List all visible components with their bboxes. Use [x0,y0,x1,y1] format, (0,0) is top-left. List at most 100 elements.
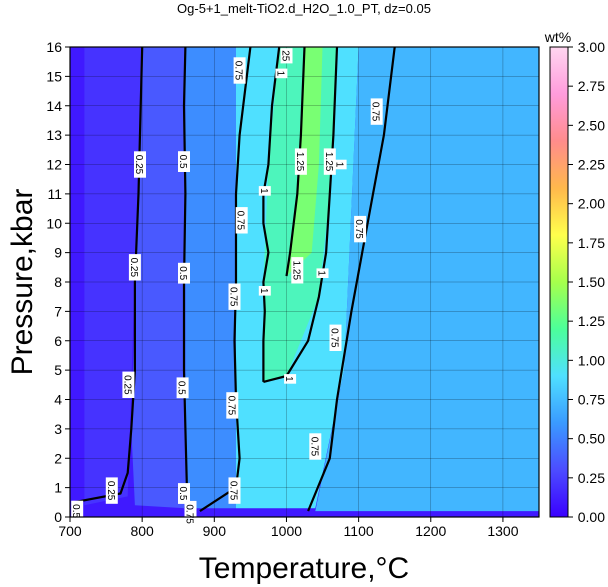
y-tick-label: 15 [46,68,62,84]
contour-label-text: 1 [258,188,269,194]
x-tick-label: 1000 [271,523,302,539]
contour-label-text: 0.75 [184,504,195,524]
contour-labels: 0.25 0.25 0.25 0.25 0.5 0.5 0.5 0.5 0.5 0.75 0.75 0… [70,48,383,528]
x-tick-label: 700 [58,523,82,539]
contour-label-box [323,148,336,175]
contour-label-box [275,68,288,79]
contour-label: 0.75 [370,98,383,125]
colorbar [549,46,569,518]
contour-label-box [184,500,197,528]
y-tick-label: 1 [54,480,62,496]
contour-label-text: 0.25 [128,258,139,278]
x-tick-label: 1100 [344,523,374,539]
contour-label-text: 0.75 [353,219,364,239]
contour-label: 25 [280,48,293,64]
contour-label-box [122,371,135,398]
y-tick-label: 6 [54,333,62,349]
colorbar-tick-label: 2.50 [578,117,605,133]
contour-label-box [178,262,190,284]
colorbar-ticks: 0.00 0.25 0.50 0.75 1.00 1.25 1.50 1.75 2.00 2.25… [568,39,605,525]
contour-label-text: 0.25 [133,155,144,175]
contour-label-box [226,392,239,419]
contour-label-box [128,254,141,281]
contour-label: 0.5 [177,483,190,504]
contour-label: 0.5 [176,377,189,399]
colorbar-tick-label: 2.25 [578,157,605,173]
contour-label-text: 25 [280,50,291,62]
x-axis-label: Temperature,°C [199,552,409,585]
colorbar-tick-label: 3.00 [578,39,605,55]
contour-label: 0.5 [177,151,190,173]
contour-label-text: 0.5 [177,266,188,280]
contour-label-box [334,159,347,170]
x-tick-label: 900 [203,523,227,539]
contour-label: 1.25 [323,148,336,175]
contour-label-box [178,483,190,504]
y-tick-label: 13 [46,127,62,143]
contour-label-box [176,377,189,399]
contour-label-box [370,98,383,125]
colorbar-tick-label: 1.75 [578,235,605,251]
contour-label: 0.75 [184,500,197,528]
contour-label-text: 0.75 [228,287,239,307]
contour-label-box [280,48,293,64]
contour-label-box [316,268,329,279]
y-tick-label: 3 [54,421,62,437]
contour-label-text: 0.75 [370,102,381,122]
contour-label: 0.5 [177,262,190,284]
contour-label-text: 0.5 [177,155,188,169]
contour-label-text: 1 [316,270,327,276]
contour-label: 1 [274,68,288,79]
contour-label-box [258,285,271,296]
contour-label-text: 0.75 [233,61,244,81]
contour-label-text: 0.25 [105,481,116,501]
contour-label: 1 [258,285,271,296]
contour-label: 1.25 [290,257,304,284]
contour-label: 0.25 [105,477,118,504]
x-axis: 700 800 900 1000 1100 1200 1300 [58,517,519,539]
colorbar-tick-label: 1.50 [578,274,605,290]
colorbar-label: wt% [544,29,571,45]
contour-label: 1 [334,159,347,170]
y-axis-label: Pressure,kbar [6,189,39,376]
y-tick-label: 8 [54,274,62,290]
contour-label-box [294,148,307,175]
contour-label-text: 0.75 [225,396,236,416]
y-tick-label: 5 [54,362,62,378]
y-tick-label: 11 [47,186,62,202]
colorbar-tick-label: 1.25 [578,313,605,329]
contour-label: 0.75 [228,477,241,504]
contour-label: 0.75 [308,433,322,460]
contour-label: 1 [316,268,329,279]
y-tick-label: 9 [54,245,62,261]
contour-label-text: 1 [334,162,345,168]
contour-label: 0.25 [133,151,146,178]
x-tick-label: 1200 [415,523,446,539]
y-tick-label: 10 [46,215,62,231]
y-tick-label: 4 [54,392,62,408]
contour-label-text: 0.75 [308,437,319,457]
contour-label-box [284,374,297,384]
contour-label: 0.75 [233,57,246,84]
y-tick-label: 0 [54,509,62,525]
y-tick-label: 14 [46,98,62,114]
fill-region [315,47,539,512]
chart-title: Og-5+1_melt-TiO2.d_H2O_1.0_PT, dz=0.05 [177,1,431,16]
contour-label-box [258,186,271,196]
fill-region [185,47,236,509]
y-tick-label: 2 [54,450,62,466]
contour-label: 1 [258,186,271,196]
contour-line [182,46,188,509]
contour-label-text: 1.25 [290,261,301,281]
contour-label-text: 1.25 [294,152,305,172]
x-tick-label: 1300 [487,523,518,539]
contour-label: 1.25 [294,148,307,175]
y-tick-label: 7 [54,303,62,319]
contour-label-text: 0.75 [329,328,340,348]
contour-label-text: 0.75 [235,211,246,231]
contour-label-text: 0.25 [121,375,132,395]
colorbar-tick-label: 2.00 [578,196,605,212]
contour-label: 0.75 [353,215,367,243]
